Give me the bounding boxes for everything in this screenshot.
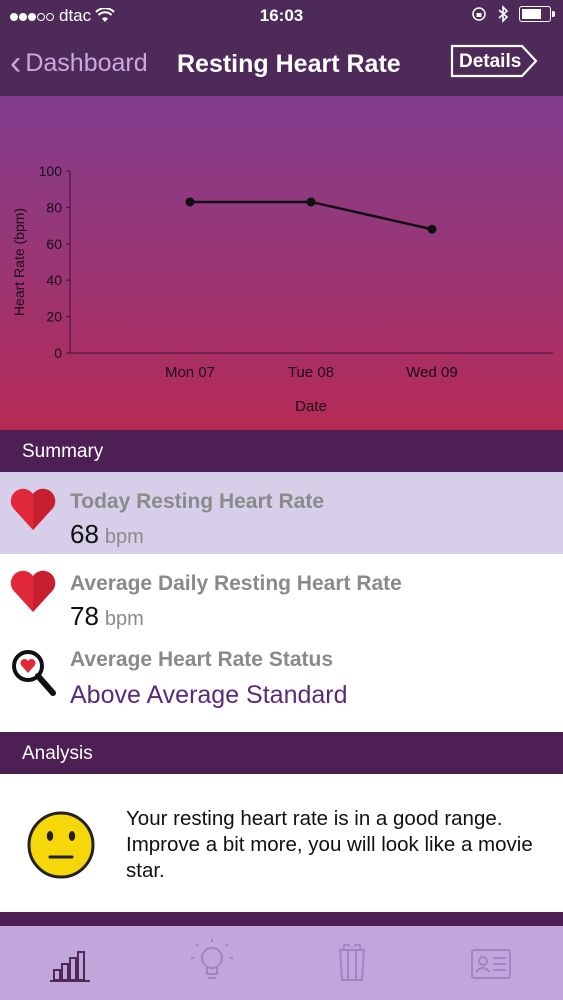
average-label: Average Daily Resting Heart Rate (70, 572, 402, 595)
details-label: Details (459, 51, 522, 72)
heart-rate-chart: 0 20 40 60 80 100 Mon 07 Tue 08 Wed 09 Heart Ra… (11, 163, 553, 415)
profile-card-icon (471, 949, 511, 979)
today-resting-heart-rate-row[interactable]: Today Resting Heart Rate 68 bpm (0, 472, 563, 554)
navigation-bar: ‹ Dashboard Resting Heart Rate Details (0, 32, 563, 96)
page-title: Resting Heart Rate (177, 50, 401, 78)
analysis-panel: Your resting heart rate is in a good ran… (0, 774, 563, 912)
wifi-icon (95, 8, 115, 22)
today-unit: bpm (104, 526, 144, 548)
heart-icon (10, 570, 56, 612)
heart-rate-status-row[interactable]: Average Heart Rate Status Above Average … (0, 636, 563, 732)
system-indicators (471, 5, 555, 23)
carrier-name: dtac (59, 6, 92, 25)
average-value-group: 78 bpm (70, 601, 144, 632)
heart-rate-chart-panel: 0 20 40 60 80 100 Mon 07 Tue 08 Wed 09 Heart Ra… (0, 96, 563, 430)
x-tick-label: Mon 07 (165, 364, 215, 381)
tab-bar (0, 926, 563, 1000)
analysis-header: Analysis (0, 732, 563, 774)
today-label: Today Resting Heart Rate (70, 490, 324, 513)
details-button[interactable]: Details (450, 44, 538, 78)
today-value-group: 68 bpm (70, 519, 144, 550)
y-tick-label: 40 (46, 272, 62, 288)
y-tick-label: 20 (46, 309, 62, 325)
average-resting-heart-rate-row[interactable]: Average Daily Resting Heart Rate 78 bpm (0, 554, 563, 636)
signal-icon (10, 6, 55, 26)
back-button[interactable]: ‹ Dashboard (10, 46, 148, 80)
chevron-left-icon: ‹ (10, 44, 22, 82)
average-value: 78 (70, 601, 99, 631)
x-axis-label: Date (295, 398, 327, 415)
analysis-header-label: Analysis (22, 743, 93, 764)
data-point (306, 197, 316, 207)
lightbulb-icon (191, 939, 233, 979)
y-tick-label: 60 (46, 236, 62, 252)
x-tick-label: Tue 08 (288, 364, 334, 381)
clock: 16:03 (259, 6, 304, 25)
status-value: Above Average Standard (70, 681, 348, 709)
rotation-lock-icon (472, 7, 486, 21)
gift-icon (338, 943, 366, 981)
y-axis-label: Heart Rate (bpm) (11, 208, 27, 316)
tab-dashboard[interactable] (40, 938, 100, 988)
status-label: Average Heart Rate Status (70, 648, 333, 671)
heart-icon (10, 488, 56, 530)
y-tick-label: 0 (54, 345, 62, 361)
y-tick-label: 80 (46, 199, 62, 215)
data-point (185, 197, 195, 207)
battery-icon (519, 6, 555, 22)
y-tick-label: 100 (39, 163, 63, 179)
average-unit: bpm (104, 608, 144, 630)
tab-tips[interactable] (182, 938, 242, 988)
tab-profile[interactable] (462, 938, 522, 988)
back-label: Dashboard (25, 48, 148, 77)
next-section-header (0, 912, 563, 928)
carrier-info: dtac (10, 6, 115, 26)
status-bar: dtac 16:03 (0, 0, 563, 32)
bluetooth-icon (498, 5, 509, 23)
data-point (427, 224, 437, 234)
magnifier-heart-icon (12, 650, 56, 696)
neutral-face-icon (27, 811, 95, 879)
summary-header-label: Summary (22, 441, 104, 462)
tab-rewards[interactable] (322, 938, 382, 988)
x-tick-label: Wed 09 (406, 364, 457, 381)
summary-header: Summary (0, 430, 563, 472)
analysis-text: Your resting heart rate is in a good ran… (126, 807, 533, 882)
today-value: 68 (70, 519, 99, 549)
bar-chart-icon (50, 951, 90, 982)
